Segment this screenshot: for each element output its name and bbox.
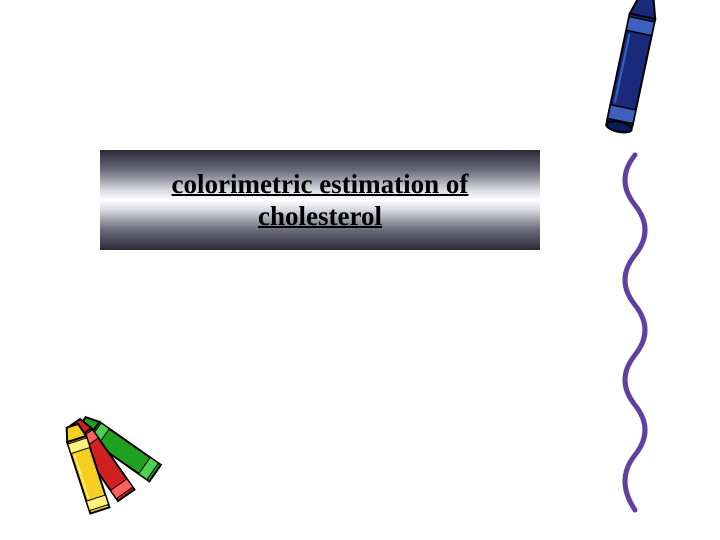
title-panel: colorimetric estimation of cholesterol	[100, 150, 540, 250]
title-line-1: colorimetric estimation of	[172, 169, 469, 199]
purple-squiggle-icon	[610, 150, 660, 525]
crayon-pile-icon	[35, 395, 175, 520]
title-line-2: cholesterol	[258, 201, 382, 231]
blue-crayon-icon	[595, 0, 665, 165]
slide-title: colorimetric estimation of cholesterol	[172, 168, 469, 233]
